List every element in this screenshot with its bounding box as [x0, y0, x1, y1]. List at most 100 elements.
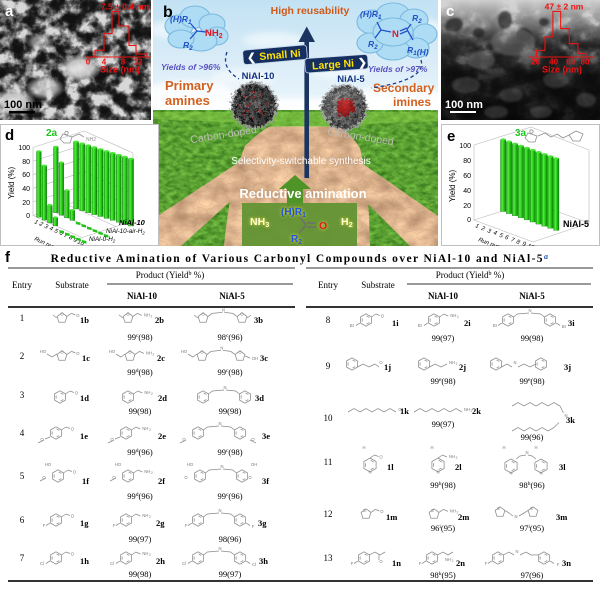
svg-text:S: S	[497, 506, 500, 511]
svg-text:5: 5	[53, 228, 59, 235]
svg-text:N: N	[525, 450, 528, 455]
svg-text:1m: 1m	[386, 512, 397, 522]
svg-text:NiAl-5: NiAl-5	[563, 219, 589, 229]
svg-text:O: O	[319, 220, 327, 232]
svg-text:N: N	[509, 471, 512, 476]
svg-text:O: O	[75, 391, 79, 396]
svg-text:❮: ❮	[247, 51, 257, 64]
svg-text:F: F	[252, 524, 255, 529]
svg-text:NH: NH	[450, 313, 456, 318]
svg-text:99d(98): 99d(98)	[127, 367, 153, 377]
svg-text:(H)R1: (H)R1	[281, 207, 306, 219]
svg-text:NH: NH	[144, 390, 150, 395]
svg-text:Yield (%): Yield (%)	[7, 167, 16, 199]
svg-text:3c: 3c	[260, 353, 268, 363]
svg-text:O: O	[379, 455, 383, 460]
svg-text:99(96): 99(96)	[521, 432, 544, 442]
svg-text:3d: 3d	[255, 393, 264, 403]
svg-text:7: 7	[510, 237, 516, 244]
svg-text:NH2: NH2	[86, 137, 96, 143]
svg-text:1: 1	[474, 223, 479, 230]
svg-text:Br: Br	[493, 323, 498, 328]
svg-text:3n: 3n	[562, 558, 571, 568]
svg-text:99d(96): 99d(96)	[127, 491, 153, 501]
svg-text:99c(98): 99c(98)	[127, 332, 152, 342]
svg-text:98(96): 98(96)	[219, 534, 242, 544]
svg-text:96i(95): 96i(95)	[431, 523, 455, 533]
svg-text:2: 2	[149, 515, 151, 519]
svg-text:O: O	[76, 313, 80, 318]
svg-text:O: O	[184, 475, 188, 480]
svg-text:NiAl-10-air-H2: NiAl-10-air-H2	[106, 228, 145, 235]
svg-text:2k: 2k	[472, 406, 481, 416]
svg-text:2: 2	[151, 314, 153, 318]
svg-text:4: 4	[492, 230, 498, 237]
svg-text:F: F	[419, 561, 422, 566]
svg-text:NH: NH	[464, 407, 470, 412]
svg-text:O: O	[251, 437, 255, 442]
svg-text:HO: HO	[181, 349, 188, 354]
svg-text:0: 0	[26, 213, 30, 220]
svg-text:Selectivity-switchable synthe: Selectivity-switchable synthesis	[231, 156, 371, 167]
svg-text:Br: Br	[418, 323, 423, 328]
svg-text:80: 80	[581, 58, 590, 67]
svg-text:60: 60	[566, 58, 575, 67]
svg-text:1j: 1j	[384, 362, 391, 372]
svg-text:2c: 2c	[157, 353, 165, 363]
svg-text:99e(98): 99e(98)	[519, 376, 544, 386]
svg-text:0: 0	[467, 217, 471, 224]
svg-text:O: O	[60, 350, 64, 355]
svg-text:99(98): 99(98)	[129, 406, 152, 416]
svg-text:2g: 2g	[156, 518, 165, 528]
svg-text:2b: 2b	[155, 315, 164, 325]
svg-text:3h: 3h	[259, 556, 268, 566]
svg-text:O: O	[42, 475, 46, 480]
svg-text:N: N	[218, 421, 221, 426]
svg-text:H: H	[362, 445, 365, 450]
svg-text:O: O	[71, 514, 75, 519]
svg-text:6: 6	[504, 235, 510, 242]
svg-text:F: F	[485, 561, 488, 566]
svg-text:amines: amines	[165, 93, 210, 108]
svg-text:2: 2	[456, 456, 458, 460]
svg-text:1k: 1k	[400, 406, 409, 416]
svg-text:99(97): 99(97)	[219, 569, 242, 579]
svg-text:R2: R2	[368, 39, 378, 51]
svg-text:NH: NH	[144, 469, 150, 474]
svg-text:99h(98): 99h(98)	[430, 480, 456, 490]
svg-text:3b: 3b	[254, 315, 263, 325]
svg-text:1b: 1b	[80, 315, 89, 325]
svg-text:NiAl-10: NiAl-10	[428, 291, 458, 301]
svg-text:7.5 ± 0.4 nm: 7.5 ± 0.4 nm	[101, 2, 150, 12]
svg-text:100 nm: 100 nm	[4, 99, 42, 111]
svg-text:NH2: NH2	[205, 28, 223, 40]
svg-text:O: O	[182, 437, 186, 442]
svg-text:N: N	[220, 345, 223, 350]
svg-text:5: 5	[20, 471, 25, 481]
svg-text:N: N	[368, 470, 371, 475]
svg-text:O: O	[71, 427, 75, 432]
svg-text:Reductive Amination of Various: Reductive Amination of Various Carbonyl …	[51, 252, 550, 265]
svg-text:Primary: Primary	[165, 78, 214, 93]
svg-text:H: H	[502, 445, 505, 450]
svg-text:NiAl-0-H2: NiAl-0-H2	[89, 236, 116, 243]
svg-text:1f: 1f	[82, 476, 89, 486]
svg-text:99(98): 99(98)	[219, 406, 242, 416]
svg-text:O: O	[238, 350, 242, 355]
svg-text:O: O	[112, 475, 116, 480]
svg-text:imines: imines	[393, 95, 431, 109]
svg-text:99(97): 99(97)	[432, 333, 455, 343]
svg-text:98c(96): 98c(96)	[217, 332, 242, 342]
svg-text:40: 40	[463, 188, 471, 195]
svg-text:N: N	[528, 308, 531, 313]
svg-text:2h: 2h	[156, 556, 165, 566]
svg-text:2f: 2f	[158, 476, 165, 486]
svg-text:O: O	[71, 552, 75, 557]
svg-text:Size (nm): Size (nm)	[542, 65, 582, 75]
svg-text:Substrate: Substrate	[55, 280, 89, 290]
svg-text:2m: 2m	[458, 512, 469, 522]
svg-text:99d(96): 99d(96)	[127, 447, 153, 457]
svg-text:OH: OH	[251, 462, 257, 467]
svg-text:98h(96): 98h(96)	[519, 480, 545, 490]
svg-text:12: 12	[134, 58, 143, 67]
